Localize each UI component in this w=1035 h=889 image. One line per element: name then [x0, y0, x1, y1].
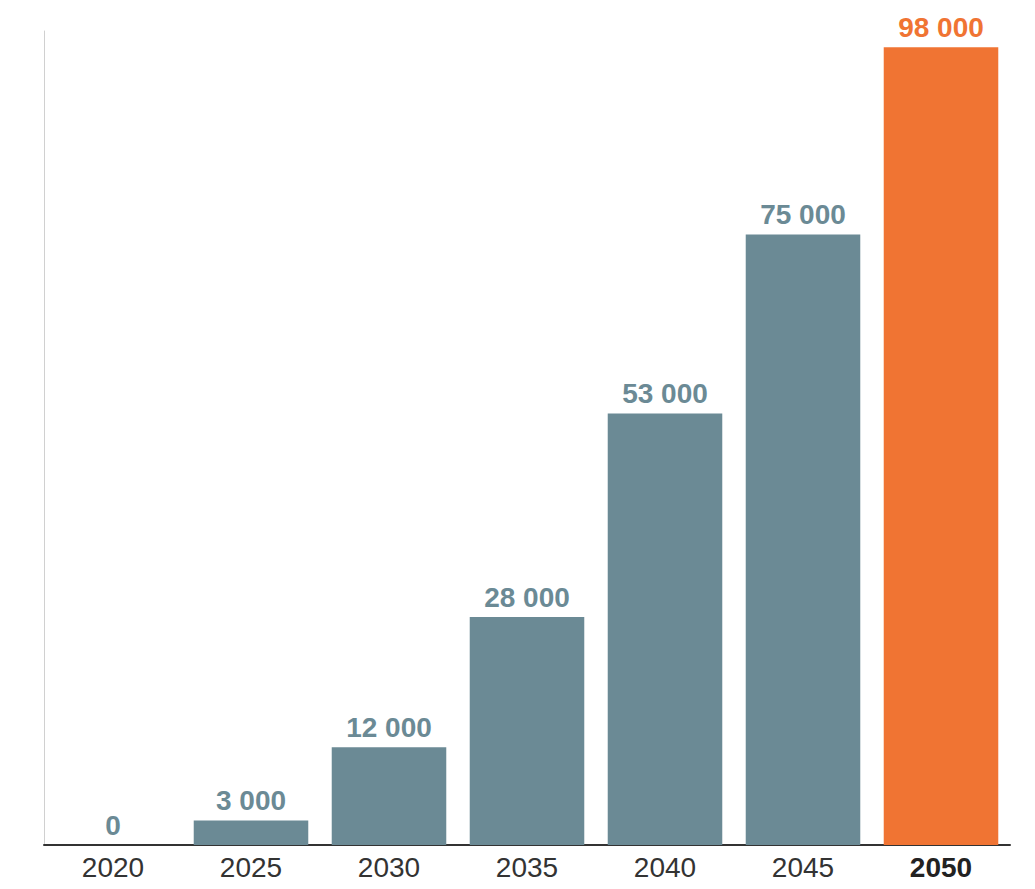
svg-text:2030: 2030: [358, 852, 420, 883]
svg-text:2020: 2020: [82, 852, 144, 883]
svg-text:98 000: 98 000: [898, 12, 984, 43]
svg-text:2050: 2050: [910, 852, 972, 883]
svg-text:3 000: 3 000: [216, 785, 286, 816]
svg-text:2025: 2025: [220, 852, 282, 883]
svg-text:12 000: 12 000: [346, 712, 432, 743]
svg-text:2040: 2040: [634, 852, 696, 883]
svg-text:0: 0: [105, 810, 121, 841]
svg-text:2045: 2045: [772, 852, 834, 883]
svg-text:2035: 2035: [496, 852, 558, 883]
svg-text:28 000: 28 000: [484, 582, 570, 613]
svg-text:75 000: 75 000: [760, 199, 846, 230]
svg-text:53 000: 53 000: [622, 378, 708, 409]
